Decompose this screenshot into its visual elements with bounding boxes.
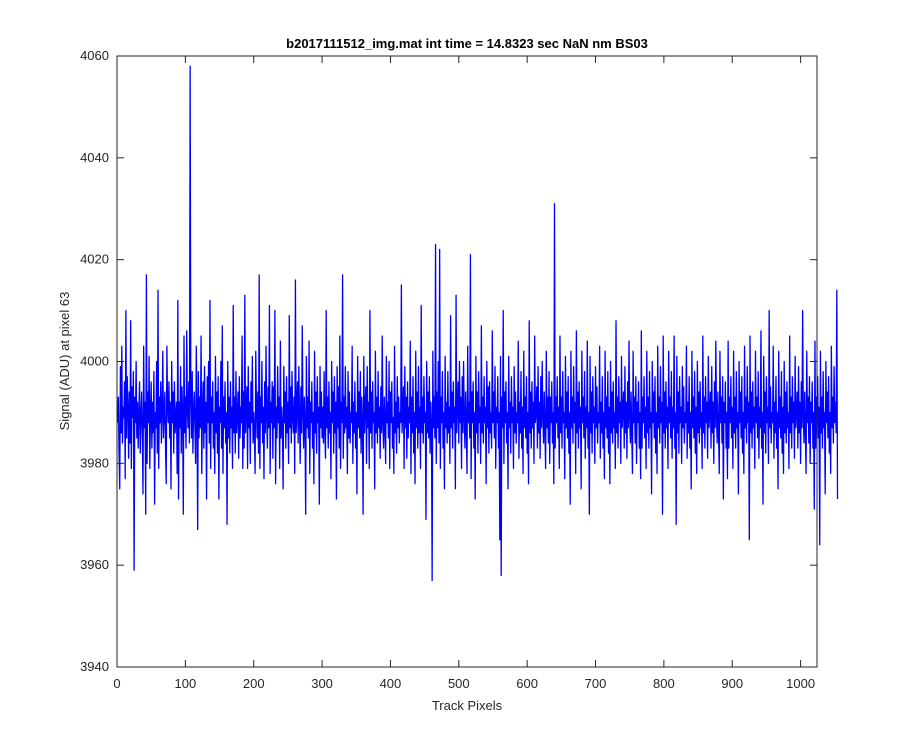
x-tick-label: 100 (175, 676, 197, 691)
x-tick-label: 0 (113, 676, 120, 691)
series-group (117, 65, 839, 582)
x-tick-label: 600 (516, 676, 538, 691)
x-tick-label: 1000 (786, 676, 815, 691)
y-tick-label: 4040 (80, 150, 109, 165)
x-axis-label: Track Pixels (432, 698, 503, 713)
x-tick-label: 800 (653, 676, 675, 691)
x-tick-label: 900 (721, 676, 743, 691)
y-tick-label: 4020 (80, 252, 109, 267)
y-tick-label: 3960 (80, 557, 109, 572)
x-tick-label: 300 (311, 676, 333, 691)
y-axis-label: Signal (ADU) at pixel 63 (57, 292, 72, 431)
x-tick-label: 700 (585, 676, 607, 691)
chart-title: b2017111512_img.mat int time = 14.8323 s… (286, 36, 648, 51)
x-tick-label: 200 (243, 676, 265, 691)
x-tick-label: 500 (448, 676, 470, 691)
y-tick-label: 3940 (80, 659, 109, 674)
y-axis-ticks: 3940 3960 3980 4000 4020 4040 4060 (80, 48, 817, 674)
x-tick-label: 400 (380, 676, 402, 691)
axes-box (116, 55, 818, 668)
y-tick-label: 4000 (80, 354, 109, 369)
x-axis-ticks: 0 100 200 300 400 500 600 700 800 900 1000 (113, 56, 815, 691)
y-tick-label: 3980 (80, 455, 109, 470)
series-line (117, 65, 839, 582)
y-tick-label: 4060 (80, 48, 109, 63)
